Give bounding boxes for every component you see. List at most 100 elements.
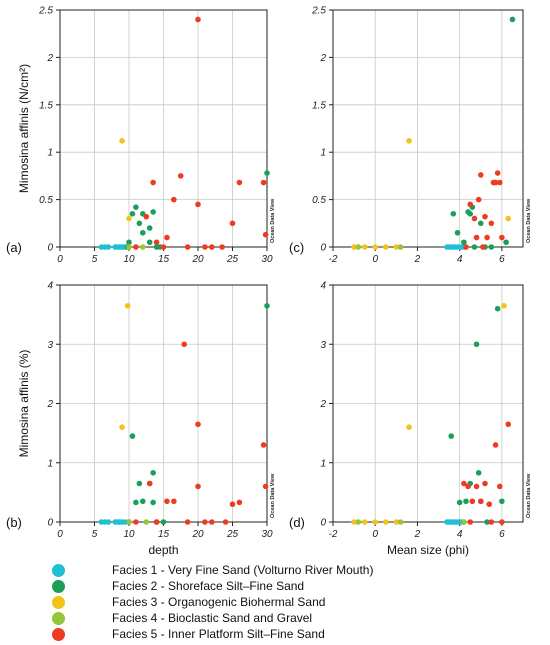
x-tick-label: 6: [499, 254, 505, 265]
data-point-facies-5: [467, 519, 474, 525]
data-point-facies-3: [361, 519, 368, 525]
data-point-facies-4: [355, 519, 362, 525]
data-point-facies-5: [153, 519, 160, 525]
data-point-facies-5: [473, 234, 480, 241]
data-point-facies-3: [393, 244, 400, 250]
data-point-facies-5: [229, 220, 236, 227]
data-point-facies-2: [477, 220, 484, 227]
y-tick-label: 4: [47, 281, 53, 292]
data-point-facies-5: [219, 244, 225, 250]
x-tick-label: 30: [261, 254, 273, 265]
y-tick-label: 3: [320, 340, 326, 351]
ocean-data-view-watermark: Ocean Data View: [270, 473, 276, 518]
legend-label-facies-5: Facies 5 - Inner Platform Silt–Fine Sand: [112, 627, 325, 641]
data-point-facies-3: [361, 244, 368, 250]
y-tick-label: 2: [319, 399, 326, 410]
legend-item-facies-4: Facies 4 - Bioclastic Sand and Gravel: [52, 610, 532, 626]
panel-label: (c): [289, 240, 304, 255]
x-tick-label: 20: [191, 254, 204, 265]
data-point-facies-5: [260, 179, 267, 186]
x-tick-label: 5: [92, 254, 98, 265]
y-tick-label: 2.5: [311, 6, 326, 17]
data-point-facies-2: [133, 204, 139, 210]
data-point-facies-5: [153, 239, 160, 246]
legend-marker-facies-4: [52, 612, 65, 625]
data-point-facies-2: [146, 225, 153, 231]
y-tick-label: 3: [47, 340, 53, 351]
data-point-facies-5: [473, 483, 480, 490]
data-point-facies-2: [494, 305, 501, 312]
data-point-facies-2: [129, 433, 136, 439]
ocean-data-view-watermark: Ocean Data View: [526, 198, 532, 243]
data-point-facies-5: [496, 483, 503, 490]
data-point-facies-5: [262, 483, 269, 490]
panel-c: -2 0 2 4 600.511.522.5(c)Ocean Data View: [289, 6, 532, 266]
data-point-facies-5: [477, 498, 484, 505]
data-point-facies-2: [133, 499, 139, 506]
data-point-facies-5: [475, 196, 482, 203]
data-point-facies-5: [229, 501, 236, 508]
x-tick-label: -2: [329, 529, 338, 540]
data-point-facies-5: [505, 421, 512, 428]
panel-a: 0 5 10 15 20 25 30 0 0.5 1 1.5 2 2.5 (a) Mimosina affi…: [6, 6, 276, 266]
data-point-facies-5: [195, 421, 201, 428]
data-point-facies-2: [454, 229, 461, 236]
data-point-facies-2: [150, 499, 156, 506]
y-tick-label: 0.5: [39, 195, 53, 206]
y-tick-label: 2: [46, 399, 53, 410]
y-tick-label: 1.5: [312, 100, 326, 111]
data-point-facies-5: [209, 244, 215, 250]
legend-label-facies-2: Facies 2 - Shoreface Silt–Fine Sand: [112, 579, 305, 593]
data-point-facies-5: [492, 179, 499, 186]
x-tick-label: 0: [57, 254, 63, 265]
data-point-facies-5: [499, 519, 505, 525]
x-tick-label: 2: [414, 254, 421, 265]
data-point-facies-5: [461, 480, 467, 487]
x-tick-label: 5: [92, 529, 98, 540]
x-tick-label: -2: [329, 254, 338, 265]
data-point-facies-5: [236, 499, 243, 506]
x-tick-label: 2: [414, 529, 421, 540]
data-point-facies-5: [202, 244, 208, 250]
data-point-facies-2: [484, 519, 490, 525]
data-point-facies-5: [469, 498, 476, 505]
x-tick-label: 10: [123, 254, 135, 265]
data-point-facies-5: [195, 483, 201, 490]
data-point-facies-1: [105, 519, 112, 525]
data-point-facies-4: [126, 519, 132, 525]
panel-label: (a): [6, 240, 22, 255]
data-point-facies-5: [160, 244, 167, 250]
data-point-facies-3: [501, 302, 507, 309]
x-tick-label: 0: [372, 254, 378, 265]
data-point-facies-5: [471, 215, 478, 222]
data-point-facies-2: [140, 498, 146, 505]
data-point-facies-5: [463, 244, 469, 250]
data-point-facies-3: [119, 138, 125, 144]
x-tick-label: 0: [372, 529, 378, 540]
data-point-facies-2: [456, 499, 463, 506]
data-point-facies-3: [406, 424, 412, 431]
data-point-facies-2: [488, 244, 495, 250]
data-point-facies-5: [146, 480, 153, 487]
data-point-facies-5: [488, 519, 495, 525]
data-point-facies-5: [171, 196, 177, 203]
data-point-facies-5: [133, 519, 139, 525]
data-point-facies-2: [448, 433, 455, 439]
legend: Facies 1 - Very Fine Sand (Volturno Rive…: [52, 562, 532, 642]
data-point-facies-2: [471, 244, 478, 250]
y-tick-label: 0: [320, 243, 326, 254]
x-axis-label: depth: [148, 543, 178, 557]
data-point-facies-3: [382, 519, 389, 525]
data-point-facies-3: [351, 519, 357, 525]
y-tick-label: 0: [320, 518, 326, 529]
data-point-facies-5: [484, 234, 490, 241]
x-tick-label: 25: [226, 254, 239, 265]
legend-label-facies-4: Facies 4 - Bioclastic Sand and Gravel: [112, 611, 313, 625]
data-point-facies-5: [184, 244, 191, 250]
x-axis-label: Mean size (phi): [387, 543, 469, 557]
legend-marker-facies-3: [52, 596, 65, 609]
data-point-facies-2: [473, 341, 480, 348]
data-point-facies-5: [492, 442, 499, 448]
data-point-facies-3: [372, 244, 379, 250]
